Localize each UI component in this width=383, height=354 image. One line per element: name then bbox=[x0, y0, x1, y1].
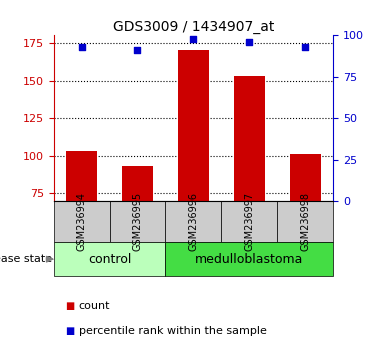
Bar bbox=[165, 201, 221, 242]
Bar bbox=[290, 154, 321, 201]
Text: GSM236998: GSM236998 bbox=[300, 192, 310, 251]
Bar bbox=[54, 201, 110, 242]
Text: disease state: disease state bbox=[0, 254, 52, 264]
Bar bbox=[234, 76, 265, 201]
Point bbox=[134, 47, 141, 53]
Point bbox=[302, 44, 308, 50]
Text: count: count bbox=[79, 301, 110, 311]
Bar bbox=[165, 242, 333, 276]
Text: medulloblastoma: medulloblastoma bbox=[195, 253, 303, 266]
Bar bbox=[178, 51, 209, 201]
Text: GSM236994: GSM236994 bbox=[77, 192, 87, 251]
Text: ■: ■ bbox=[65, 326, 74, 336]
Bar bbox=[54, 242, 165, 276]
Text: ■: ■ bbox=[65, 301, 74, 311]
Text: GSM236995: GSM236995 bbox=[133, 192, 142, 251]
Text: GSM236997: GSM236997 bbox=[244, 192, 254, 251]
Text: percentile rank within the sample: percentile rank within the sample bbox=[79, 326, 267, 336]
Text: GSM236996: GSM236996 bbox=[188, 192, 198, 251]
Bar bbox=[66, 151, 97, 201]
Bar bbox=[122, 166, 153, 201]
Bar bbox=[221, 201, 277, 242]
Point bbox=[246, 39, 252, 45]
Point bbox=[79, 44, 85, 50]
Bar bbox=[110, 201, 165, 242]
Bar bbox=[277, 201, 333, 242]
Title: GDS3009 / 1434907_at: GDS3009 / 1434907_at bbox=[113, 21, 274, 34]
Text: control: control bbox=[88, 253, 131, 266]
Point bbox=[190, 36, 196, 41]
